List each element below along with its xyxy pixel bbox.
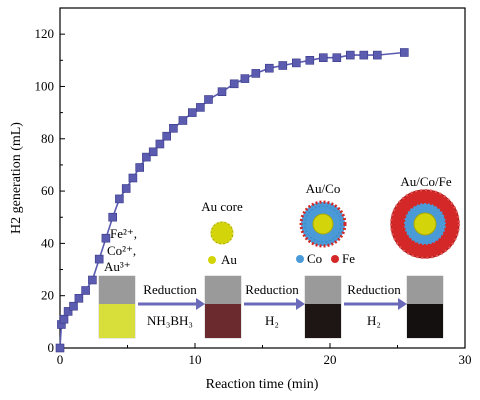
- data-point-marker: [196, 103, 205, 112]
- vial-1: [98, 275, 136, 339]
- reduction-arrow-1: [138, 298, 205, 310]
- reduction-label-2: Reduction: [245, 282, 299, 297]
- data-point-marker: [291, 58, 301, 68]
- data-point-marker: [121, 184, 131, 193]
- data-point-marker: [94, 254, 104, 264]
- data-point-marker: [108, 212, 117, 222]
- reagent-label-1: NH₃BH₃: [147, 313, 193, 328]
- au-legend-label: Au: [221, 252, 237, 267]
- data-point-marker: [55, 343, 65, 353]
- reduction-arrow-2: [244, 298, 305, 310]
- data-point-marker: [332, 53, 342, 63]
- data-point-marker: [305, 55, 315, 65]
- data-point-marker: [345, 50, 355, 60]
- synthesis-inset: Fe²⁺, Co²⁺, Au³⁺: [98, 174, 460, 339]
- au-co-fe-particle-icon: [390, 189, 460, 259]
- data-point-marker: [81, 286, 90, 295]
- co-legend-label: Co: [307, 251, 322, 266]
- y-tick-label: 0: [48, 340, 55, 355]
- data-point-marker: [148, 147, 158, 157]
- reduction-label-1: Reduction: [143, 282, 197, 297]
- data-point-marker: [162, 131, 171, 141]
- data-point-marker: [101, 233, 111, 243]
- y-tick-label: 80: [41, 131, 54, 146]
- au-co-particle-icon: [299, 200, 347, 248]
- data-point-marker: [278, 61, 288, 70]
- y-tick-label: 40: [41, 235, 54, 250]
- data-point-marker: [264, 63, 274, 73]
- data-point-marker: [188, 108, 197, 117]
- y-axis-label: H2 generation (mL): [9, 122, 24, 234]
- ions-label-co: Co²⁺,: [107, 243, 136, 258]
- reagent-label-3: H₂: [367, 313, 381, 328]
- au-core-title: Au core: [201, 199, 243, 214]
- reduction-arrow-3: [344, 298, 407, 310]
- data-point-marker: [229, 79, 239, 89]
- y-tick-label: 20: [41, 288, 54, 303]
- y-tick-label: 60: [41, 183, 54, 198]
- data-point-marker: [251, 69, 261, 78]
- ions-label-fe: Fe²⁺,: [110, 226, 137, 241]
- x-tick-label: 0: [57, 352, 64, 367]
- fe-legend-label: Fe: [342, 251, 355, 266]
- reduction-label-3: Reduction: [347, 282, 401, 297]
- au-co-fe-title: Au/Co/Fe: [400, 174, 452, 189]
- data-point-marker: [217, 87, 227, 96]
- data-point-marker: [204, 95, 213, 104]
- x-tick-label: 20: [324, 352, 337, 367]
- data-point-marker: [135, 163, 144, 172]
- vial-3: [304, 275, 342, 339]
- x-axis-label: Reaction time (min): [206, 377, 319, 392]
- ions-label-au: Au³⁺: [104, 259, 131, 274]
- data-point-marker: [399, 48, 409, 57]
- co-legend-dot: [296, 255, 304, 263]
- data-point-marker: [142, 152, 151, 162]
- series-points: [55, 48, 409, 353]
- data-point-marker: [63, 307, 73, 316]
- y-tick-label: 120: [35, 26, 55, 41]
- data-point-marker: [128, 173, 138, 183]
- data-point-marker: [88, 275, 97, 285]
- data-point-marker: [155, 139, 165, 149]
- au-core-particle-icon: [210, 221, 234, 245]
- data-point-marker: [178, 116, 188, 125]
- data-point-marker: [69, 301, 78, 311]
- vial-4: [406, 275, 444, 339]
- x-tick-label: 30: [459, 352, 472, 367]
- reagent-label-2: H₂: [265, 313, 279, 328]
- vial-2: [204, 275, 242, 339]
- data-point-marker: [318, 53, 328, 63]
- data-point-marker: [359, 50, 369, 60]
- axis-ticks: 0 10 20 30 0 20 40 60 80 100 120: [35, 26, 472, 367]
- data-point-marker: [74, 293, 84, 303]
- data-point-marker: [169, 124, 178, 133]
- au-legend-dot: [208, 256, 216, 264]
- au-co-title: Au/Co: [306, 181, 341, 196]
- x-tick-label: 10: [189, 352, 202, 367]
- data-point-marker: [115, 194, 124, 204]
- data-point-marker: [372, 50, 382, 60]
- y-tick-label: 100: [35, 78, 55, 93]
- fe-legend-dot: [331, 255, 339, 263]
- data-point-marker: [59, 314, 69, 324]
- data-point-marker: [240, 74, 250, 83]
